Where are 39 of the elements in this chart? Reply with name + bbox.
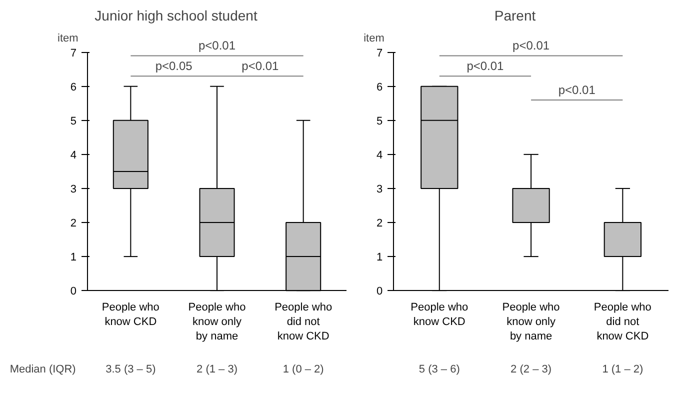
x-tick-label: People who know only by name [502, 302, 560, 342]
y-tick-label: 3 [70, 183, 77, 196]
x-tick-label: People who know CKD [410, 302, 468, 328]
text: 1 (1 – 2) [602, 364, 644, 376]
x-tick-label: People who know CKD [102, 302, 160, 328]
annotation: p<0.01 [242, 59, 280, 74]
y-tick-label: 7 [70, 47, 77, 60]
text: 2 (2 – 3) [510, 364, 552, 376]
chart-title: Junior high school student [94, 8, 258, 24]
annotation: p<0.01 [466, 59, 504, 74]
y-tick-label: 3 [376, 183, 383, 196]
y-tick-label: 5 [70, 115, 77, 128]
y-tick-label: 4 [70, 149, 77, 162]
y-tick-label: 5 [376, 115, 383, 128]
y-tick-label: 6 [376, 81, 383, 94]
x-tick-label: People who did not know CKD [274, 302, 332, 342]
y-tick-label: 7 [376, 47, 383, 60]
y-axis-title: item [364, 32, 384, 44]
y-tick-label: 6 [70, 81, 77, 94]
annotation: p<0.05 [155, 59, 193, 74]
y-axis-title: item [58, 32, 78, 44]
text: 3.5 (3 – 5) [106, 364, 156, 376]
annotation: p<0.01 [198, 38, 236, 53]
y-tick-label: 2 [70, 218, 77, 230]
y-tick-label: 1 [376, 252, 383, 264]
y-tick-label: 0 [376, 286, 383, 298]
annotation: p<0.01 [558, 82, 596, 97]
text: 2 (1 – 3) [196, 364, 238, 376]
chart-title: Parent [494, 8, 536, 24]
y-tick-label: 0 [70, 286, 77, 298]
text: Median (IQR) [10, 364, 76, 376]
x-tick-label: People who know only by name [188, 302, 246, 342]
y-tick-label: 2 [376, 218, 383, 230]
x-tick-label: People who did not know CKD [594, 302, 652, 342]
text: 5 (3 – 6) [418, 364, 460, 376]
y-tick-label: 4 [376, 149, 383, 162]
annotation: p<0.01 [512, 38, 550, 53]
y-tick-label: 1 [70, 252, 77, 264]
text: 1 (0 – 2) [282, 364, 324, 376]
